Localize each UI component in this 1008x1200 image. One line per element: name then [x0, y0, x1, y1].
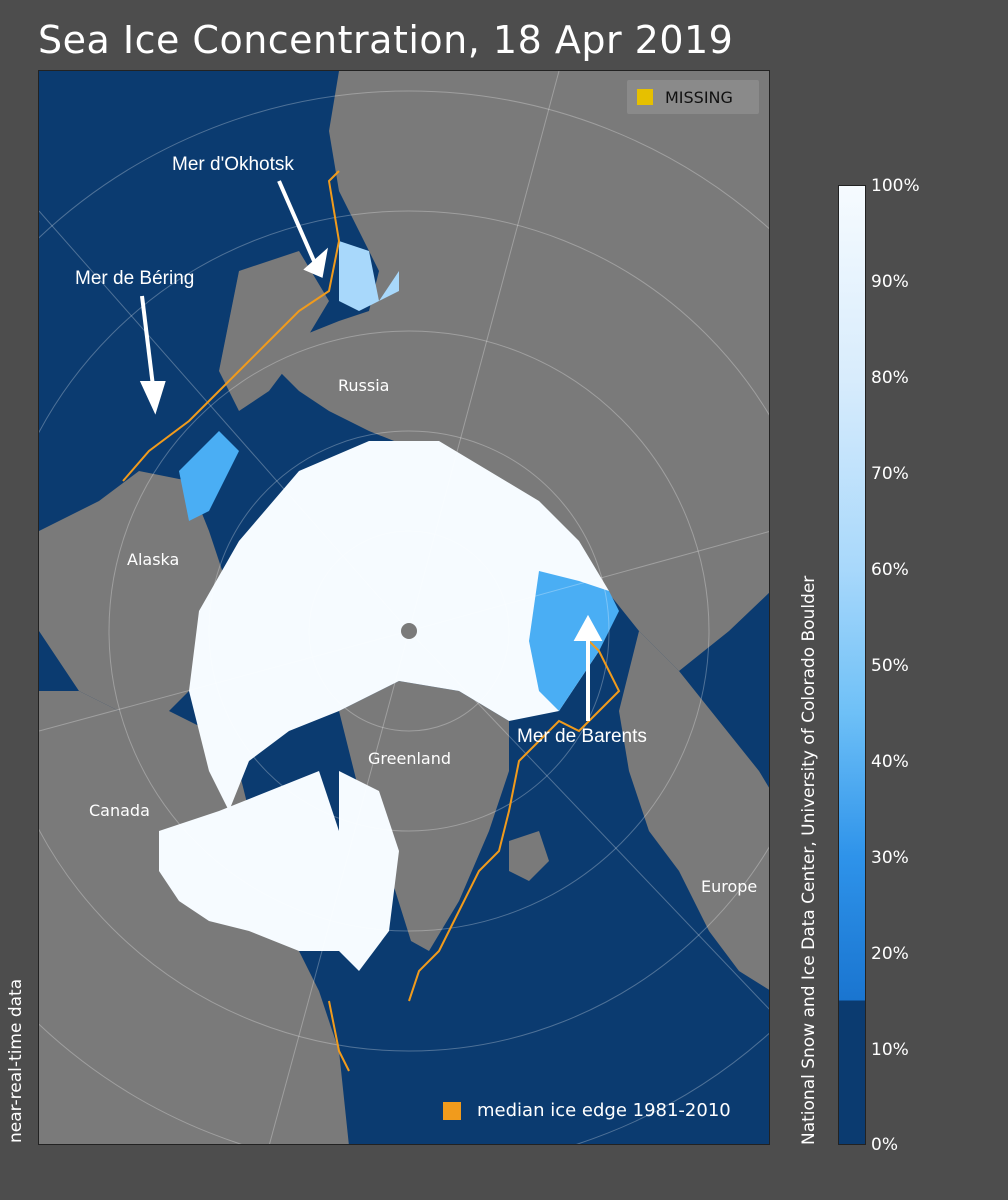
land-russia: [279, 71, 769, 671]
near-real-time-label: near-real-time data: [6, 978, 26, 1143]
land-canada: [39, 691, 349, 1144]
sea-ice-bering-edge: [179, 431, 239, 521]
legend-median-edge: median ice edge 1981-2010: [443, 1100, 731, 1121]
colorbar-tick: 30%: [871, 848, 909, 868]
okhotsk-arrow: [277, 180, 316, 262]
missing-label: MISSING: [665, 87, 733, 107]
colorbar-tick: 100%: [871, 176, 920, 196]
colorbar-tick: 90%: [871, 272, 909, 292]
legend-missing: MISSING: [627, 80, 759, 114]
colorbar-tick: 0%: [871, 1135, 898, 1155]
colorbar-tick: 50%: [871, 656, 909, 676]
label-russia: Russia: [338, 376, 390, 395]
nsidc-credit: National Snow and Ice Data Center, Unive…: [799, 575, 819, 1145]
land-svalbard: [509, 831, 549, 881]
median-edge-swatch: [443, 1101, 461, 1120]
barents-arrowhead: [573, 614, 603, 641]
missing-swatch: [637, 89, 653, 105]
label-canada: Canada: [89, 801, 150, 820]
sea-ice-full: [189, 441, 609, 811]
colorbar-tick: 40%: [871, 752, 909, 772]
sea-ice-map: [38, 70, 770, 1145]
sea-ice-archipelago: [159, 771, 349, 951]
north-pole-marker: [401, 623, 417, 639]
land-europe: [619, 631, 769, 990]
median-ice-edge-line: [122, 170, 621, 1072]
colorbar-tick: 70%: [871, 464, 909, 484]
label-barents: Mer de Barents: [517, 726, 647, 747]
land-kamchatka: [339, 71, 419, 181]
colorbar-tick: 20%: [871, 944, 909, 964]
bering-arrow: [140, 295, 155, 387]
land-greenland: [339, 681, 509, 951]
okhotsk-arrowhead: [303, 247, 329, 278]
label-alaska: Alaska: [127, 550, 180, 569]
label-europe: Europe: [701, 877, 758, 896]
map-title: Sea Ice Concentration, 18 Apr 2019: [38, 18, 734, 62]
colorbar-tick: 80%: [871, 368, 909, 388]
label-okhotsk: Mer d'Okhotsk: [172, 154, 294, 175]
colorbar-tick: 60%: [871, 560, 909, 580]
median-edge-label: median ice edge 1981-2010: [477, 1100, 731, 1121]
sea-ice-baffin: [339, 771, 399, 971]
bering-arrowhead: [139, 381, 166, 415]
label-greenland: Greenland: [368, 749, 451, 768]
land-alaska: [39, 471, 229, 711]
colorbar-tick: 10%: [871, 1040, 909, 1060]
label-bering: Mer de Béring: [75, 268, 195, 289]
land-chukotka: [219, 251, 329, 411]
colorbar: [838, 185, 866, 1145]
sea-ice-okhotsk: [339, 241, 399, 311]
